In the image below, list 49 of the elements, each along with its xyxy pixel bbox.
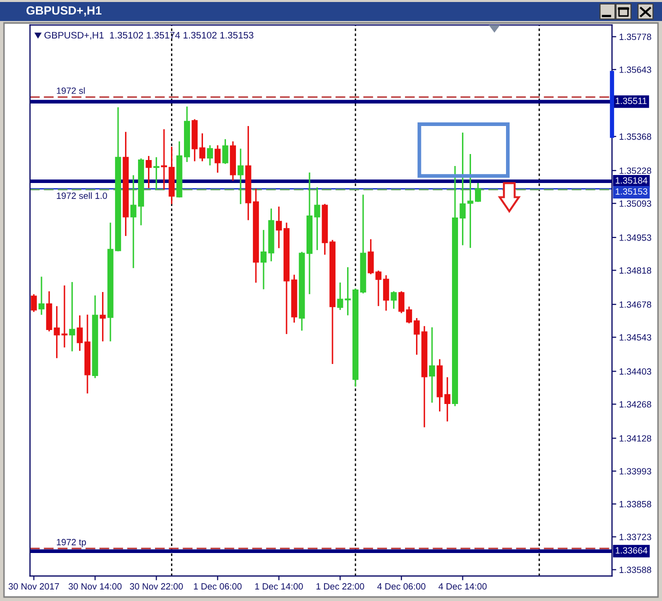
ref-line-label: 1972 tp [56, 538, 86, 548]
y-tick-label: 1.34818 [620, 267, 652, 274]
x-tick-label: 30 Nov 2017 [8, 583, 59, 590]
y-tick-label: 1.34953 [620, 234, 652, 241]
candlestick [390, 291, 397, 309]
x-tick-label: 1 Dec 06:00 [194, 583, 242, 590]
y-tick-label: 1.35368 [620, 133, 652, 140]
candlestick [238, 148, 244, 204]
y-tick-label: 1.35228 [620, 168, 652, 174]
ref-line-label: 1972 sl [56, 87, 85, 94]
y-tick-label: 1.34678 [620, 301, 652, 308]
candlestick [38, 276, 44, 315]
y-tick-label: 1.34543 [620, 334, 652, 341]
x-tick-label: 30 Nov 14:00 [68, 583, 122, 590]
y-tick-label: 1.34268 [620, 401, 652, 408]
x-tick-label: 1 Dec 22:00 [316, 583, 364, 590]
x-tick-label: 4 Dec 06:00 [377, 583, 426, 590]
candlestick [100, 292, 106, 342]
ref-line-label: 1972 sell 1.0 [56, 192, 108, 199]
y-tick-label: 1.35093 [620, 200, 652, 207]
y-tick-label: 1.33588 [620, 566, 652, 574]
y-tick-label: 1.34403 [620, 368, 652, 375]
candlestick [444, 377, 450, 422]
candlestick [222, 139, 228, 164]
x-tick-label: 4 Dec 14:00 [438, 583, 487, 590]
candlestick [30, 294, 37, 312]
candlestick [206, 145, 213, 166]
ref-line-label: 1.33664 [616, 547, 648, 554]
candlestick [429, 327, 436, 403]
candlestick [214, 145, 221, 173]
y-tick-label: 1.33723 [620, 534, 652, 540]
candlestick [161, 129, 168, 190]
y-tick-label: 1.33993 [620, 468, 652, 474]
chart-title: GBPUSD+,H1 [26, 6, 102, 16]
ref-line-label: 1.35511 [616, 98, 647, 104]
y-tick-label: 1.33858 [620, 500, 652, 508]
candlestick [199, 133, 206, 162]
candlestick [69, 282, 76, 352]
text: GBPUSD+,H1 1.35102 1.35174 1.35102 1.35153 [44, 32, 254, 40]
candlestick [146, 156, 152, 188]
y-tick-label: 1.35643 [620, 66, 652, 73]
ref-line-label: 1.35184 [616, 177, 648, 184]
candlestick [153, 157, 160, 190]
candlestick [337, 282, 344, 310]
x-tick-label: 1 Dec 14:00 [255, 583, 303, 590]
ref-line-label: 1.35153 [616, 188, 648, 195]
y-tick-label: 1.35778 [620, 34, 652, 40]
y-tick-label: 1.34128 [620, 435, 652, 442]
x-tick-label: 30 Nov 22:00 [130, 583, 183, 590]
